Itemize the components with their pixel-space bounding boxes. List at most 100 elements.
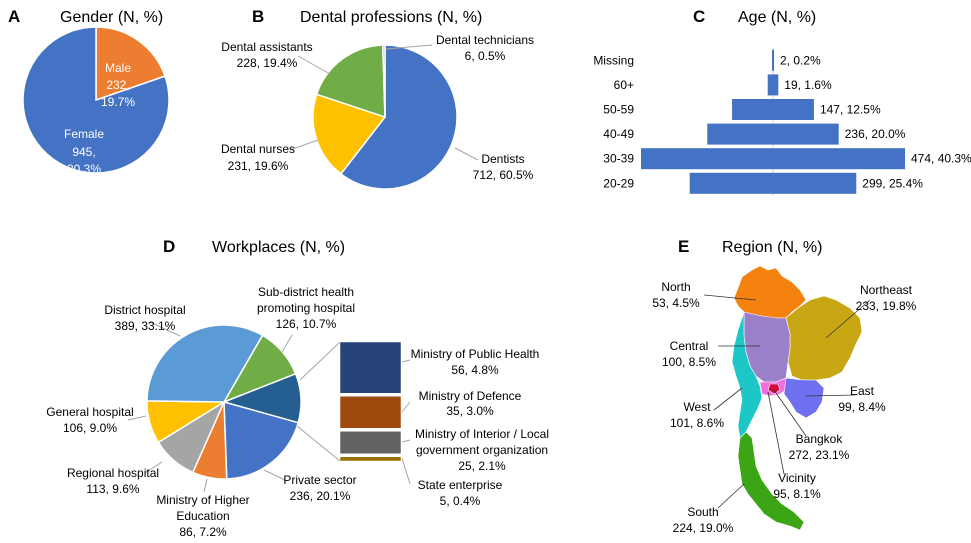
label-dental-assistants-name: Dental assistants xyxy=(221,40,312,54)
profession-slice-dentists xyxy=(339,44,458,190)
region-bangkok xyxy=(767,383,781,395)
label-interior-line2: government organization xyxy=(416,443,548,457)
age-bar-40-49 xyxy=(707,123,839,145)
breakdown-segment-ministry-of-interior-local xyxy=(339,431,402,454)
leader-vicinity xyxy=(767,391,785,475)
connector-bottom xyxy=(296,425,341,462)
label-vicinity-value: 95, 8.1% xyxy=(773,487,821,501)
gender-slice-female xyxy=(22,26,170,174)
label-district-hospital-count: 389, 33.1% xyxy=(115,319,176,333)
label-dental-nurses-name: Dental nurses xyxy=(221,142,295,156)
pie-label-male-name: Male xyxy=(105,61,131,75)
label-dental-nurses-count: 231, 19.6% xyxy=(228,159,289,173)
panel-b: B Dental professions (N, %) Dental assis… xyxy=(221,7,534,190)
pie-label-female-count: 945, xyxy=(72,145,95,159)
label-dentists-count: 712, 60.5% xyxy=(473,168,534,182)
age-data-label-20-29: 299, 25.4% xyxy=(862,176,923,190)
region-northeast xyxy=(785,295,863,381)
panel-d-letter: D xyxy=(163,237,175,256)
label-state-enterprise-count: 5, 0.4% xyxy=(440,494,481,508)
label-defence-name: Ministry of Defence xyxy=(419,389,522,403)
leader-dental-technicians xyxy=(385,44,433,50)
age-bar-60 xyxy=(767,74,779,96)
panel-a-title: Gender (N, %) xyxy=(60,9,163,26)
panel-c-letter: C xyxy=(693,7,705,26)
label-west-value: 101, 8.6% xyxy=(670,416,724,430)
workplace-slice-district-hospital xyxy=(146,324,264,403)
pie-label-female-name: Female xyxy=(64,127,104,141)
label-general-hospital-count: 106, 9.0% xyxy=(63,421,117,435)
label-dental-assistants-count: 228, 19.4% xyxy=(237,56,298,70)
leader-west xyxy=(713,387,743,411)
label-south-value: 224, 19.0% xyxy=(673,521,734,535)
leader-south xyxy=(717,483,745,509)
label-bangkok-name: Bangkok xyxy=(796,432,844,446)
label-dentists-name: Dentists xyxy=(481,152,524,166)
gender-pie xyxy=(22,26,170,174)
age-bar-50-59 xyxy=(732,99,814,120)
label-south-name: South xyxy=(687,505,718,519)
age-data-label-50-59: 147, 12.5% xyxy=(820,103,881,117)
age-tick-40-49: 40-49 xyxy=(603,127,634,141)
leader-district-hospital xyxy=(149,321,181,337)
leader-private-sector xyxy=(263,469,286,481)
connector-top xyxy=(299,341,341,381)
age-tick-20-29: 20-29 xyxy=(603,176,634,190)
age-data-label-60: 19, 1.6% xyxy=(784,78,832,92)
label-general-hospital-name: General hospital xyxy=(46,405,133,419)
panel-a-letter: A xyxy=(8,7,20,26)
workplace-slice-private-sector xyxy=(223,401,300,480)
leader-east xyxy=(805,394,856,397)
label-interior-count: 25, 2.1% xyxy=(458,459,506,473)
age-bar-30-39 xyxy=(641,148,905,170)
label-northeast-name: Northeast xyxy=(860,283,913,297)
panel-b-letter: B xyxy=(252,7,264,26)
pie-label-female-pct: 80.3% xyxy=(67,162,101,176)
label-regional-hospital-name: Regional hospital xyxy=(67,466,159,480)
panel-e-title: Region (N, %) xyxy=(722,239,822,256)
leader-state-enterprise xyxy=(401,457,411,485)
leader-north xyxy=(703,294,757,301)
panel-e-letter: E xyxy=(678,237,689,256)
label-district-hospital-name: District hospital xyxy=(104,303,185,317)
age-tick-missing: Missing xyxy=(593,53,634,67)
leader-northeast xyxy=(825,299,871,339)
label-regional-hospital-count: 113, 9.6% xyxy=(86,482,139,496)
label-private-sector-name: Private sector xyxy=(283,473,356,487)
leader-dental-assistants xyxy=(297,55,331,75)
workplaces-breakdown-bar xyxy=(339,341,402,462)
label-state-enterprise-name: State enterprise xyxy=(418,478,503,492)
age-tick-30-39: 30-39 xyxy=(603,152,634,166)
age-bar-chart: Missing 2, 0.2% 60+ 19, 1.6% 50-59 147, 12.5%… xyxy=(593,48,971,196)
leader-dentists xyxy=(454,147,479,161)
profession-slice-dental-nurses xyxy=(312,93,387,175)
label-east-name: East xyxy=(850,384,875,398)
leader-defence xyxy=(401,401,411,413)
label-central-value: 100, 8.5% xyxy=(662,355,716,369)
label-east-value: 99, 8.4% xyxy=(838,400,886,414)
region-south xyxy=(737,431,805,531)
age-data-label-40-49: 236, 20.0% xyxy=(845,127,906,141)
label-north-name: North xyxy=(661,280,690,294)
pie-label-male-count: 232, xyxy=(106,78,129,92)
label-defence-count: 35, 3.0% xyxy=(446,404,494,418)
panel-d: D Workplaces (N, %) District hospital 38… xyxy=(46,237,549,539)
label-public-health-name: Ministry of Public Health xyxy=(411,347,540,361)
label-bangkok-value: 272, 23.1% xyxy=(789,448,850,462)
label-subdistrict-count: 126, 10.7% xyxy=(276,317,337,331)
label-west-name: West xyxy=(683,400,711,414)
age-data-label-30-39: 474, 40.3% xyxy=(911,152,971,166)
leader-general-hospital xyxy=(127,415,147,421)
label-subdistrict-line2: promoting hospital xyxy=(257,301,355,315)
breakdown-segment-state-enterprise xyxy=(339,456,402,462)
label-interior-line1: Ministry of Interior / Local xyxy=(415,427,549,441)
region-north xyxy=(733,265,807,319)
label-private-sector-count: 236, 20.1% xyxy=(290,489,351,503)
panel-d-title: Workplaces (N, %) xyxy=(212,239,345,256)
panel-a: A Gender (N, %) Male 232, 19.7% Female 9… xyxy=(8,7,170,176)
label-northeast-value: 233, 19.8% xyxy=(856,299,917,313)
leader-interior xyxy=(401,439,411,443)
leader-higher-education xyxy=(203,478,208,493)
panel-e: E Region (N, %) N xyxy=(652,237,916,535)
age-bar-20-29 xyxy=(689,172,857,194)
